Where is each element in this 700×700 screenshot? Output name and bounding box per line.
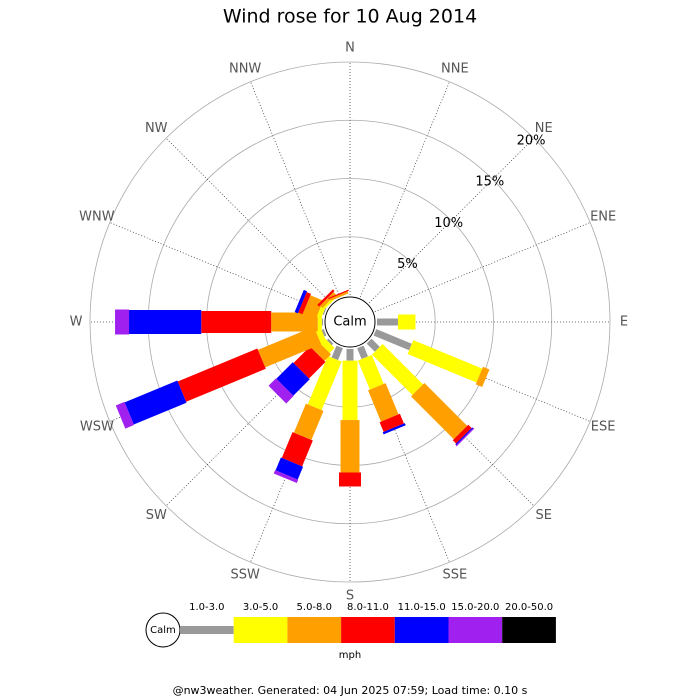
grid-ring <box>89 61 611 583</box>
bar-segment <box>129 310 202 334</box>
bar-segment <box>331 345 343 361</box>
bar-segment <box>340 420 360 473</box>
bar-segment <box>201 311 272 333</box>
bar-segment <box>293 403 324 440</box>
bar-segment <box>271 312 318 332</box>
spoke <box>165 137 351 323</box>
bar-segment <box>410 382 468 440</box>
direction-label: NNE <box>441 61 469 76</box>
bar-segment <box>379 413 404 432</box>
direction-label: NE <box>535 121 553 136</box>
bar-segment <box>357 354 384 390</box>
spoke <box>349 222 591 323</box>
legend-label: 11.0-15.0 <box>398 602 446 613</box>
bar-segment <box>317 289 335 307</box>
chart-title: Wind rose for 10 Aug 2014 <box>223 6 477 28</box>
footer: @nw3weather. Generated: 04 Jun 2025 07:5… <box>173 684 528 697</box>
legend-swatch <box>287 617 342 643</box>
direction-label: WNW <box>79 210 115 225</box>
spoke <box>250 81 351 323</box>
bar-segment <box>322 307 327 315</box>
legend-swatch <box>341 617 395 643</box>
direction-label: SE <box>536 508 552 523</box>
direction-label: SSE <box>442 568 467 583</box>
bar-segment <box>293 346 326 379</box>
bar-segment <box>115 309 130 335</box>
bar-segment <box>373 329 412 351</box>
y-tick-label: 5% <box>397 257 418 272</box>
direction-label: N <box>345 41 355 56</box>
legend-label: 20.0-50.0 <box>505 602 553 613</box>
unit-label: mph <box>339 650 361 661</box>
bar-segment <box>326 338 334 346</box>
bar-segment <box>452 424 472 444</box>
y-tick-label: 15% <box>475 175 504 190</box>
legend-label: 3.0-5.0 <box>243 602 278 613</box>
bar-segment <box>320 292 336 308</box>
bar-segment <box>328 289 349 300</box>
bar-segment <box>357 345 369 360</box>
bar-segment <box>276 362 310 396</box>
bar-segment <box>177 348 266 402</box>
bar-segment <box>257 326 322 368</box>
bar-segment <box>317 314 322 330</box>
direction-label: SSW <box>230 568 260 583</box>
bar-segment <box>321 329 327 337</box>
bar-segment <box>294 289 308 314</box>
direction-label: S <box>346 589 354 604</box>
spoke <box>165 321 351 507</box>
legend-label: 15.0-20.0 <box>451 602 499 613</box>
legend-swatch <box>394 617 449 643</box>
legend-label: 8.0-11.0 <box>347 602 389 613</box>
bar-segment <box>321 318 323 326</box>
bar-segment <box>303 295 324 319</box>
legend-swatch <box>180 626 234 634</box>
direction-label: ESE <box>591 419 616 434</box>
bar-segment <box>273 470 299 484</box>
legend-swatch <box>448 617 503 643</box>
direction-label: W <box>70 315 83 330</box>
bar-segment <box>368 383 399 422</box>
bar-segment <box>307 355 342 411</box>
y-tick-label: 20% <box>517 133 546 148</box>
bar-segment <box>268 378 294 404</box>
legend-swatch <box>502 617 556 643</box>
calm-circle <box>324 296 376 348</box>
bar-segment <box>455 427 475 447</box>
bar-segment <box>329 291 349 301</box>
bar-segment <box>397 314 416 330</box>
legend-calm-label: Calm <box>150 625 176 636</box>
legend-label: 1.0-3.0 <box>189 602 224 613</box>
bar-segment <box>455 427 474 446</box>
direction-label: WSW <box>80 419 114 434</box>
direction-label: SW <box>146 508 167 523</box>
legend-swatch <box>233 617 288 643</box>
bar-segment <box>339 472 361 487</box>
spoke <box>349 81 450 323</box>
bar-segment <box>281 432 313 467</box>
bar-segment <box>115 401 134 429</box>
legend-label: 5.0-8.0 <box>297 602 332 613</box>
spoke <box>349 321 450 563</box>
bar-segment <box>407 340 483 383</box>
direction-label: E <box>620 315 628 330</box>
calm-label: Calm <box>333 315 366 330</box>
bar-segment <box>377 318 398 326</box>
direction-label: ENE <box>590 210 616 225</box>
bar-segment <box>372 344 423 395</box>
bar-segment <box>342 360 358 421</box>
spoke <box>109 222 351 323</box>
bar-segment <box>346 349 354 361</box>
spoke <box>349 137 535 323</box>
direction-label: NNW <box>229 61 261 76</box>
bar-segment <box>382 423 406 435</box>
bar-segment <box>124 380 187 425</box>
bar-segment <box>475 366 490 388</box>
direction-label: NW <box>145 121 168 136</box>
bar-segment <box>366 338 380 352</box>
y-tick-label: 10% <box>434 216 463 231</box>
bar-segment <box>298 292 311 315</box>
bar-segment <box>275 457 304 480</box>
